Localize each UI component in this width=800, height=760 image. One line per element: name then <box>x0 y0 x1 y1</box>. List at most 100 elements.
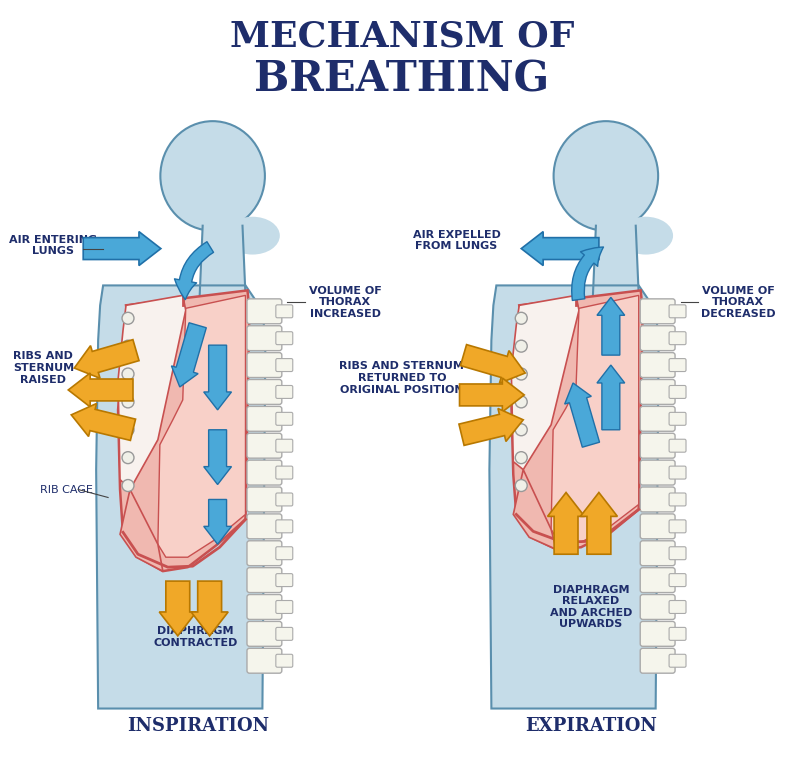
FancyBboxPatch shape <box>640 460 675 485</box>
FancyBboxPatch shape <box>276 466 293 479</box>
FancyBboxPatch shape <box>669 413 686 426</box>
FancyBboxPatch shape <box>276 520 293 533</box>
FancyBboxPatch shape <box>247 648 282 673</box>
Text: RIB CAGE: RIB CAGE <box>40 485 94 495</box>
FancyBboxPatch shape <box>640 622 675 646</box>
Text: DIAPHRAGM
CONTRACTED: DIAPHRAGM CONTRACTED <box>154 626 238 648</box>
Polygon shape <box>565 383 599 447</box>
FancyBboxPatch shape <box>276 600 293 613</box>
FancyBboxPatch shape <box>669 628 686 641</box>
FancyBboxPatch shape <box>669 493 686 506</box>
FancyBboxPatch shape <box>640 299 675 324</box>
Polygon shape <box>511 296 579 470</box>
Circle shape <box>515 451 527 464</box>
Polygon shape <box>204 345 231 410</box>
FancyBboxPatch shape <box>669 546 686 559</box>
FancyBboxPatch shape <box>276 359 293 372</box>
Circle shape <box>122 480 134 492</box>
Polygon shape <box>514 470 556 549</box>
FancyBboxPatch shape <box>276 305 293 318</box>
FancyBboxPatch shape <box>276 439 293 452</box>
Text: MECHANISM OF: MECHANISM OF <box>230 20 574 53</box>
Ellipse shape <box>225 217 280 255</box>
Polygon shape <box>490 286 658 708</box>
Polygon shape <box>171 323 206 387</box>
FancyBboxPatch shape <box>640 407 675 431</box>
FancyBboxPatch shape <box>640 648 675 673</box>
FancyBboxPatch shape <box>669 359 686 372</box>
FancyBboxPatch shape <box>276 385 293 398</box>
FancyBboxPatch shape <box>276 493 293 506</box>
FancyBboxPatch shape <box>276 654 293 667</box>
Text: RIBS AND STERNUM
RETURNED TO
ORIGINAL POSITION: RIBS AND STERNUM RETURNED TO ORIGINAL PO… <box>339 362 464 394</box>
FancyBboxPatch shape <box>640 514 675 539</box>
Polygon shape <box>159 581 196 636</box>
FancyArrowPatch shape <box>572 247 603 300</box>
FancyBboxPatch shape <box>669 574 686 587</box>
FancyBboxPatch shape <box>640 487 675 512</box>
FancyBboxPatch shape <box>640 379 675 404</box>
FancyBboxPatch shape <box>247 407 282 431</box>
Text: BREATHING: BREATHING <box>254 59 550 100</box>
Polygon shape <box>71 404 135 441</box>
FancyBboxPatch shape <box>247 594 282 619</box>
Polygon shape <box>461 344 526 383</box>
FancyBboxPatch shape <box>669 600 686 613</box>
Polygon shape <box>597 297 625 355</box>
Polygon shape <box>118 290 250 572</box>
Circle shape <box>515 480 527 492</box>
FancyBboxPatch shape <box>247 568 282 593</box>
FancyBboxPatch shape <box>276 574 293 587</box>
FancyBboxPatch shape <box>247 541 282 565</box>
Text: DIAPHRAGM
RELAXED
AND ARCHED
UPWARDS: DIAPHRAGM RELAXED AND ARCHED UPWARDS <box>550 584 632 629</box>
Polygon shape <box>96 286 266 708</box>
Circle shape <box>122 340 134 352</box>
Polygon shape <box>522 232 599 265</box>
FancyBboxPatch shape <box>669 305 686 318</box>
FancyBboxPatch shape <box>640 541 675 565</box>
Circle shape <box>122 368 134 380</box>
FancyBboxPatch shape <box>640 568 675 593</box>
Polygon shape <box>597 365 625 429</box>
Circle shape <box>515 340 527 352</box>
FancyBboxPatch shape <box>247 353 282 378</box>
Polygon shape <box>191 581 228 636</box>
Polygon shape <box>158 296 246 557</box>
Polygon shape <box>204 499 231 544</box>
Circle shape <box>122 396 134 408</box>
Circle shape <box>515 368 527 380</box>
Polygon shape <box>83 232 161 265</box>
FancyBboxPatch shape <box>669 439 686 452</box>
FancyBboxPatch shape <box>247 379 282 404</box>
Text: VOLUME OF
THORAX
DECREASED: VOLUME OF THORAX DECREASED <box>701 286 775 319</box>
Text: VOLUME OF
THORAX
INCREASED: VOLUME OF THORAX INCREASED <box>309 286 382 319</box>
Ellipse shape <box>618 217 673 255</box>
FancyBboxPatch shape <box>669 385 686 398</box>
Polygon shape <box>68 373 133 407</box>
FancyBboxPatch shape <box>247 460 282 485</box>
Polygon shape <box>200 226 246 296</box>
Ellipse shape <box>554 121 658 231</box>
FancyBboxPatch shape <box>247 326 282 350</box>
FancyBboxPatch shape <box>247 622 282 646</box>
Text: RIBS AND
STERNUM
RAISED: RIBS AND STERNUM RAISED <box>13 351 74 385</box>
Polygon shape <box>551 296 638 543</box>
Text: AIR EXPELLED
FROM LUNGS: AIR EXPELLED FROM LUNGS <box>413 230 501 252</box>
Circle shape <box>122 451 134 464</box>
Polygon shape <box>511 290 642 549</box>
FancyBboxPatch shape <box>669 331 686 344</box>
Circle shape <box>122 424 134 435</box>
FancyBboxPatch shape <box>276 331 293 344</box>
FancyBboxPatch shape <box>640 326 675 350</box>
Polygon shape <box>74 340 139 378</box>
FancyBboxPatch shape <box>276 413 293 426</box>
Ellipse shape <box>160 121 265 231</box>
Text: INSPIRATION: INSPIRATION <box>126 717 269 736</box>
FancyBboxPatch shape <box>247 299 282 324</box>
Text: EXPIRATION: EXPIRATION <box>525 717 657 736</box>
Polygon shape <box>120 489 163 572</box>
FancyBboxPatch shape <box>640 433 675 458</box>
Polygon shape <box>118 296 186 489</box>
Polygon shape <box>593 226 638 296</box>
Polygon shape <box>547 492 585 554</box>
